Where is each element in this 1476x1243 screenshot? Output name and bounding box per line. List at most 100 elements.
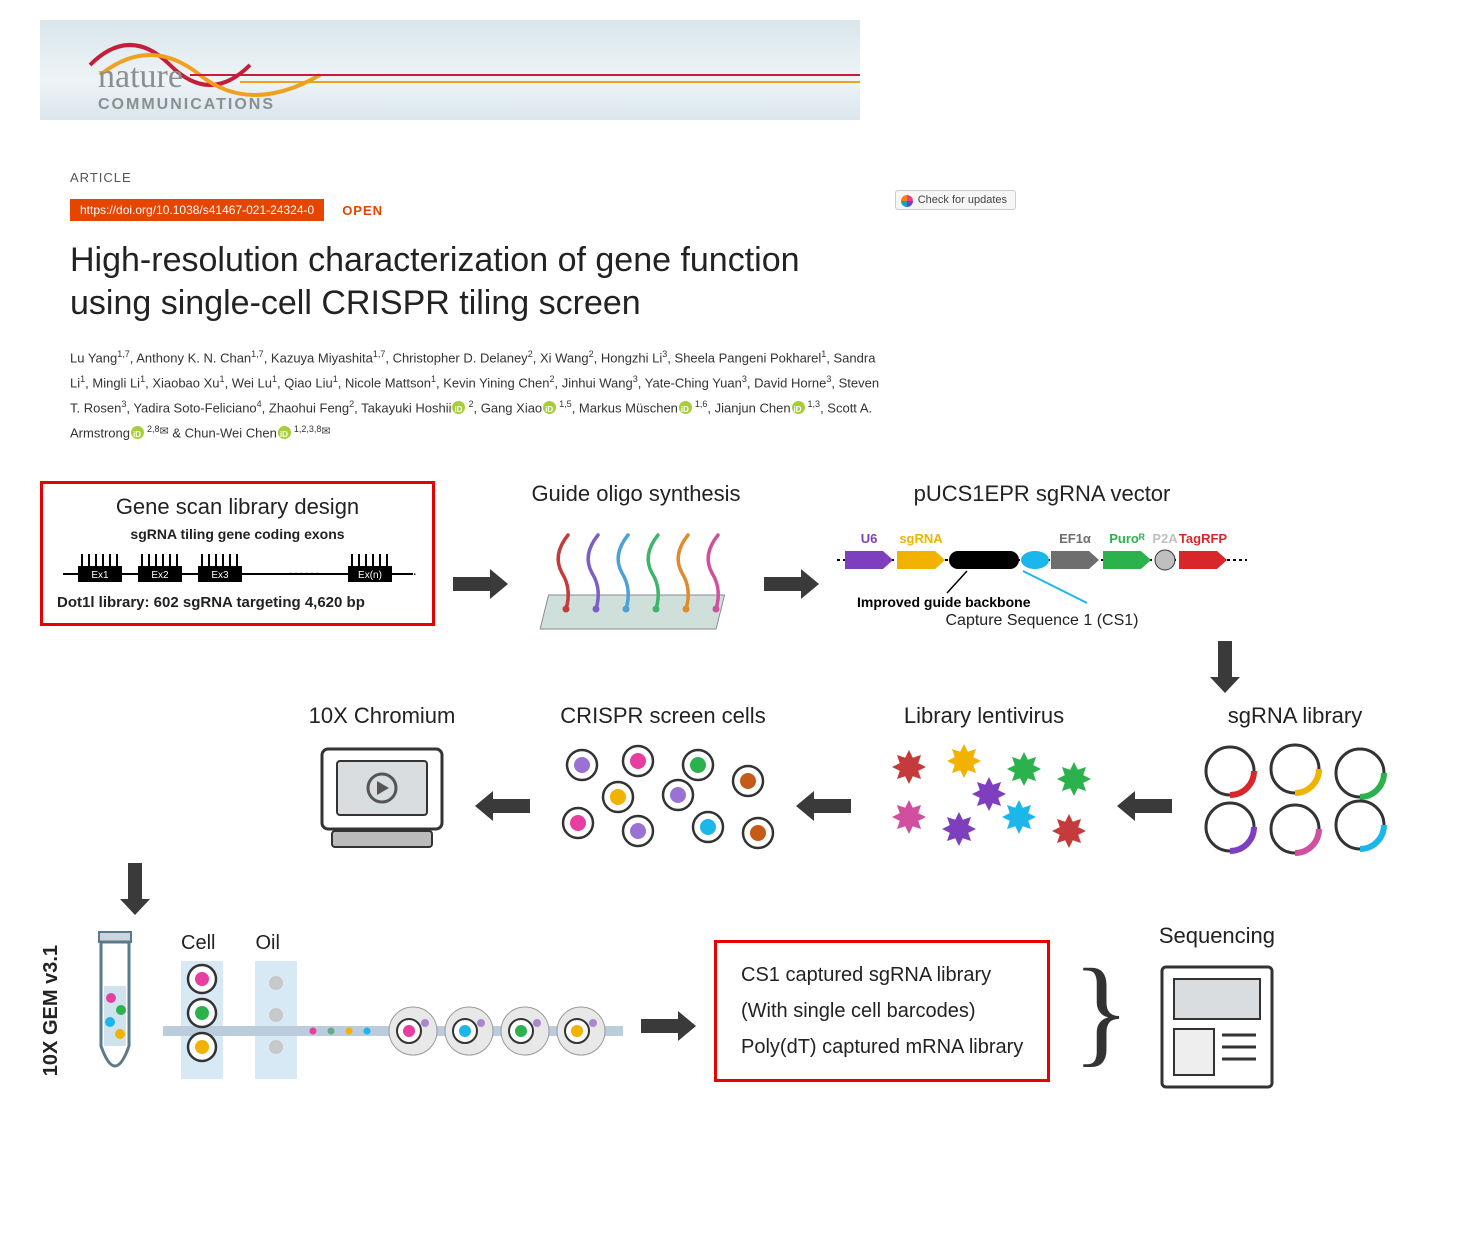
arrow-right-icon xyxy=(641,1001,696,1051)
plasmids-icon xyxy=(1190,739,1400,859)
article-title: High-resolution characterization of gene… xyxy=(70,239,890,324)
author: Kevin Yining Chen xyxy=(443,375,549,390)
author: Lu Yang xyxy=(70,350,117,365)
lib2: Poly(dT) captured mRNA library xyxy=(741,1029,1023,1065)
author: Anthony K. N. Chan xyxy=(136,350,251,365)
svg-text:Puroᴿ: Puroᴿ xyxy=(1109,531,1145,546)
cell-label: Cell xyxy=(181,932,215,955)
author: Jinhui Wang xyxy=(562,375,633,390)
author: Wei Lu xyxy=(232,375,272,390)
exon-diagram-icon: Ex1 Ex2 Ex3 ······ Ex(n) ··· xyxy=(58,546,418,588)
svg-text:TagRFP: TagRFP xyxy=(1179,531,1227,546)
svg-text:Ex1: Ex1 xyxy=(91,570,109,581)
panel-oligo-synth: Guide oligo synthesis xyxy=(526,481,746,637)
author-list: Lu Yang1,7, Anthony K. N. Chan1,7, Kazuy… xyxy=(70,346,890,446)
arrow-left-icon xyxy=(475,781,530,831)
open-access-tag: OPEN xyxy=(342,203,383,218)
author: Kazuya Miyashita xyxy=(271,350,373,365)
workflow-figure: Gene scan library design sgRNA tiling ge… xyxy=(40,481,1420,1099)
arrow-down-icon xyxy=(1200,641,1250,693)
svg-text:Ex3: Ex3 xyxy=(211,570,229,581)
panel-gene-scan: Gene scan library design sgRNA tiling ge… xyxy=(40,481,435,626)
corresponding-icon: ✉ xyxy=(159,425,168,437)
p1-title: Gene scan library design xyxy=(57,494,418,520)
svg-text:P2A: P2A xyxy=(1152,531,1178,546)
arrow-left-icon xyxy=(1117,781,1172,831)
seq-title: Sequencing xyxy=(1159,923,1275,949)
p5-title: Library lentivirus xyxy=(904,703,1064,729)
svg-text:Improved guide backbone: Improved guide backbone xyxy=(857,594,1031,610)
workflow-row-1: Gene scan library design sgRNA tiling ge… xyxy=(40,481,1420,637)
check-updates-button[interactable]: Check for updates xyxy=(895,190,1016,210)
arrow-right-icon xyxy=(453,559,508,609)
author: Sheela Pangeni Pokharel xyxy=(675,350,822,365)
chromium-machine-icon xyxy=(307,739,457,859)
author: Christopher D. Delaney xyxy=(393,350,528,365)
p2-title: Guide oligo synthesis xyxy=(531,481,740,507)
panel-gem: Cell Oil xyxy=(163,932,623,1091)
author: Markus Müschen xyxy=(579,400,678,415)
p7-title: 10X Chromium xyxy=(309,703,456,729)
author: Mingli Li xyxy=(92,375,140,390)
journal-subname: COMMUNICATIONS xyxy=(98,96,275,114)
orcid-icon xyxy=(452,401,465,414)
orcid-icon xyxy=(131,426,144,439)
author: Chun-Wei Chen xyxy=(185,425,277,440)
panel-screen-cells: CRISPR screen cells xyxy=(548,703,778,859)
panel-sequencer: Sequencing xyxy=(1152,923,1282,1099)
svg-text:······: ······ xyxy=(288,565,320,582)
workflow-row-2: 10X Chromium CRISPR screen cells Library… xyxy=(40,703,1420,859)
article-header: ARTICLE Check for updates https://doi.or… xyxy=(70,170,890,446)
svg-text:Ex(n): Ex(n) xyxy=(358,570,382,581)
virus-icon xyxy=(869,739,1099,859)
p1-sub: sgRNA tiling gene coding exons xyxy=(57,526,418,542)
p3-title: pUCS1EPR sgRNA vector xyxy=(914,481,1171,507)
p4-title: sgRNA library xyxy=(1228,703,1362,729)
sequencer-icon xyxy=(1152,959,1282,1099)
author: Yadira Soto-Feliciano xyxy=(133,400,256,415)
oligo-synth-icon xyxy=(526,517,746,637)
lib1: CS1 captured sgRNA library xyxy=(741,957,1023,993)
panel-chromium: 10X Chromium xyxy=(307,703,457,859)
vector-map-icon: U6 sgRNA EF1α Puroᴿ P2ATagRFP Improved guide … xyxy=(837,517,1247,612)
author: Hongzhi Li xyxy=(601,350,662,365)
author: Zhaohui Feng xyxy=(269,400,349,415)
author: Takayuki Hoshii xyxy=(361,400,451,415)
orcid-icon xyxy=(278,426,291,439)
arrow-down-icon xyxy=(110,863,160,915)
lib1-sub: (With single cell barcodes) xyxy=(741,993,1023,1029)
orcid-icon xyxy=(792,401,805,414)
svg-text:sgRNA: sgRNA xyxy=(899,531,943,546)
brace-icon: } xyxy=(1072,956,1130,1066)
author: Xi Wang xyxy=(540,350,589,365)
doi-link[interactable]: https://doi.org/10.1038/s41467-021-24324… xyxy=(70,199,324,221)
article-label: ARTICLE xyxy=(70,170,890,185)
gene-scan-box: Gene scan library design sgRNA tiling ge… xyxy=(40,481,435,626)
gem-label: 10X GEM v3.1 xyxy=(40,945,63,1076)
author: David Horne xyxy=(754,375,826,390)
corresponding-icon: ✉ xyxy=(321,425,330,437)
svg-text:···: ··· xyxy=(403,565,417,581)
journal-name: nature xyxy=(98,58,183,96)
arrow-right-icon xyxy=(764,559,819,609)
author: Gang Xiao xyxy=(481,400,542,415)
svg-text:U6: U6 xyxy=(861,531,878,546)
author: Xiaobao Xu xyxy=(152,375,219,390)
orcid-icon xyxy=(679,401,692,414)
panel-vector: pUCS1EPR sgRNA vector U6 sgRNA EF1α Puroᴿ P2… xyxy=(837,481,1247,630)
arrow-left-icon xyxy=(796,781,851,831)
author: Qiao Liu xyxy=(284,375,332,390)
oil-label: Oil xyxy=(255,932,279,955)
workflow-row-3: 10X GEM v3.1 Cell Oil CS1 captured sgRNA… xyxy=(40,923,1420,1099)
tube-icon xyxy=(85,926,145,1096)
panel-sgrna-library: sgRNA library xyxy=(1190,703,1400,859)
svg-text:Ex2: Ex2 xyxy=(151,570,169,581)
svg-text:EF1α: EF1α xyxy=(1059,531,1091,546)
panel-lentivirus: Library lentivirus xyxy=(869,703,1099,859)
gem-stream-icon xyxy=(163,961,623,1091)
cells-icon xyxy=(548,739,778,859)
cs1-highlight: Capture Sequence 1 (CS1) xyxy=(946,612,1139,630)
journal-banner: nature COMMUNICATIONS xyxy=(40,20,860,120)
author: Yate-Ching Yuan xyxy=(645,375,742,390)
p1-bottom: Dot1l library: 602 sgRNA targeting 4,620… xyxy=(57,594,418,611)
